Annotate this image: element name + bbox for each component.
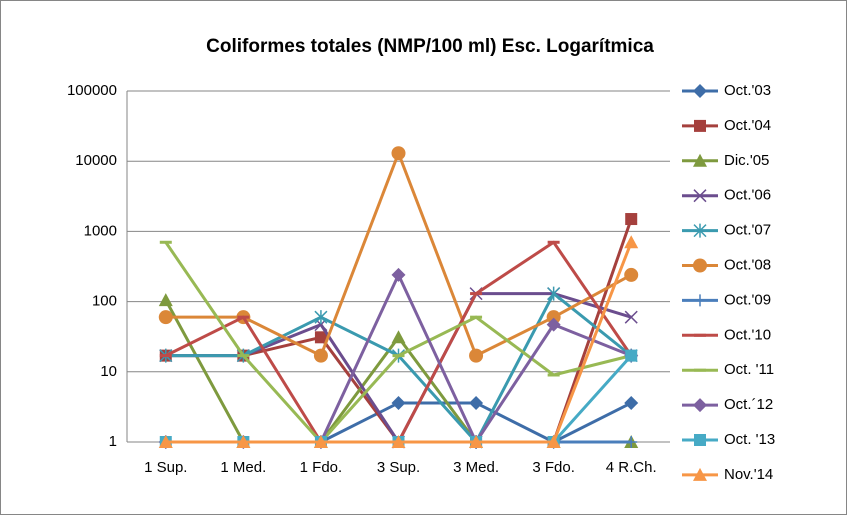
marker [546,435,561,448]
legend-label: Oct. '11 [724,361,774,378]
marker [624,235,639,249]
marker [313,348,328,363]
marker [625,213,638,226]
marker [624,267,639,282]
chart-title: Coliformes totales (NMP/100 ml) Esc. Log… [206,36,654,57]
marker [693,84,707,98]
y-tick-label: 100 [92,293,117,310]
legend-label: Oct.'06 [724,187,771,204]
marker [391,330,406,344]
marker [693,398,707,413]
x-tick-label: 1 Fdo. [300,459,343,476]
marker [547,286,561,301]
marker [391,435,406,448]
marker [625,436,638,448]
marker [624,395,639,410]
marker [546,317,561,332]
legend-label: Oct.´12 [724,396,773,413]
y-tick-label: 10 [100,363,117,380]
marker [158,435,173,448]
legend-label: Oct.'08 [724,256,771,273]
legend-label: Oct.'03 [724,82,771,99]
marker [391,395,406,410]
marker [693,258,707,273]
y-tick-label: 10000 [75,152,117,169]
marker [391,146,406,161]
marker [693,189,707,203]
legend-label: Oct.'09 [724,291,771,308]
marker [469,348,484,363]
marker [624,310,638,324]
marker [469,395,484,410]
y-tick-label: 1000 [84,222,117,239]
marker [694,434,706,446]
marker [314,310,328,325]
x-tick-label: 4 R.Ch. [606,459,657,476]
x-tick-label: 1 Med. [220,459,266,476]
legend-label: Oct.'04 [724,117,771,134]
marker [693,223,707,238]
marker [391,267,406,282]
marker [694,119,706,132]
legend-label: Oct.'10 [724,326,771,343]
marker [158,293,173,307]
marker [158,310,173,325]
x-tick-label: 3 Fdo. [532,459,575,476]
legend-label: Oct.'07 [724,222,771,239]
marker [694,294,706,307]
legend-label: Dic.'05 [724,152,769,169]
y-tick-label: 100000 [67,82,117,99]
marker [236,435,251,448]
legend-label: Oct. '13 [724,431,775,448]
x-tick-label: 3 Med. [453,459,499,476]
marker [314,331,327,344]
marker [625,349,638,362]
marker [693,153,707,167]
marker [313,435,328,448]
legend-label: Nov.'14 [724,466,773,483]
y-tick-label: 1 [109,433,117,450]
marker [693,467,707,481]
x-tick-label: 3 Sup. [377,459,420,476]
marker [469,435,484,448]
marker [546,310,561,325]
x-tick-label: 1 Sup. [144,459,187,476]
